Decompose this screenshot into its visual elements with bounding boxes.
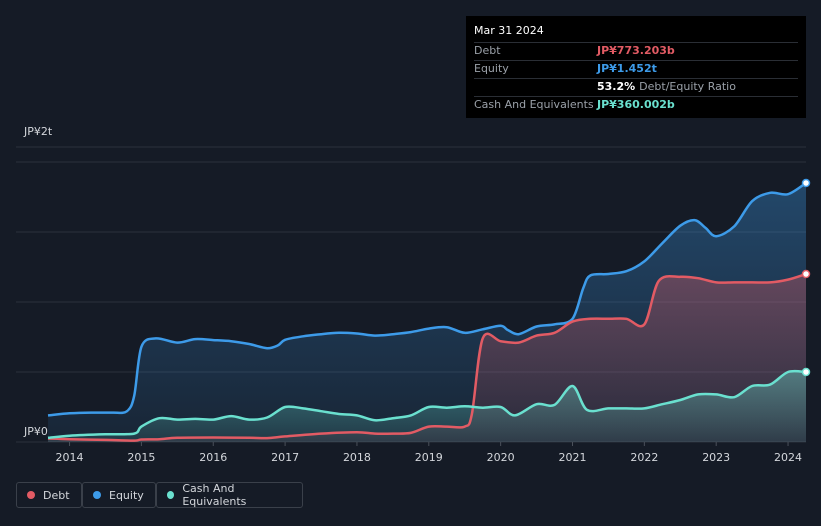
equity-dot-icon <box>93 491 101 499</box>
tooltip-ratio-label <box>474 79 597 96</box>
y-tick-label: JP¥2t <box>23 125 53 138</box>
tooltip-debt-value: JP¥773.203b <box>597 44 675 57</box>
x-tick-label: 2018 <box>343 451 371 464</box>
tooltip-ratio-suffix: Debt/Equity Ratio <box>639 80 736 93</box>
equity-line <box>47 181 807 417</box>
equity-end-marker <box>801 178 811 188</box>
tooltip-row-cash: Cash And Equivalents JP¥360.002b <box>474 96 798 114</box>
x-tick-label: 2015 <box>127 451 155 464</box>
legend-item-equity[interactable]: Equity <box>82 482 156 508</box>
tooltip-cash-label: Cash And Equivalents <box>474 98 594 111</box>
debt-end-marker <box>801 269 811 279</box>
chart-lines <box>47 181 807 442</box>
debt-dot-icon <box>27 491 35 499</box>
tooltip-cash-value: JP¥360.002b <box>597 98 675 111</box>
legend-debt-label: Debt <box>43 488 70 502</box>
cash-and-equivalents-line <box>47 369 807 440</box>
chart-end-markers <box>801 178 811 377</box>
x-tick-label: 2024 <box>774 451 802 464</box>
x-tick-label: 2023 <box>702 451 730 464</box>
tooltip-row-ratio: 53.2% Debt/Equity Ratio <box>474 78 798 96</box>
cash-and-equivalents-end-marker <box>801 367 811 377</box>
legend-item-cash[interactable]: Cash And Equivalents <box>156 482 303 508</box>
y-tick-label: JP¥0 <box>23 425 48 438</box>
x-tick-label: 2014 <box>56 451 84 464</box>
tooltip-ratio-value: 53.2% <box>597 80 636 93</box>
legend-equity-label: Equity <box>109 488 144 502</box>
legend-cash-label: Cash And Equivalents <box>182 482 247 508</box>
tooltip-equity-value: JP¥1.452t <box>597 62 657 75</box>
data-tooltip: Mar 31 2024 Debt JP¥773.203b Equity JP¥1… <box>466 16 806 118</box>
x-tick-label: 2021 <box>558 451 586 464</box>
x-axis-labels: 2014 2015 2016 2017 2018 2019 2020 2021 2022 2023… <box>56 442 802 464</box>
cash-and-equivalents-area <box>48 371 806 442</box>
chart-legend: Debt Equity Cash And Equivalents <box>16 482 303 510</box>
x-tick-label: 2019 <box>415 451 443 464</box>
y-axis-labels: JP¥2t JP¥0 <box>23 125 53 438</box>
chart-areas <box>48 183 806 442</box>
tooltip-row-debt: Debt JP¥773.203b <box>474 42 798 60</box>
tooltip-row-equity: Equity JP¥1.452t <box>474 60 798 78</box>
tooltip-date: Mar 31 2024 <box>474 24 544 37</box>
x-tick-label: 2017 <box>271 451 299 464</box>
debt-area <box>48 274 806 442</box>
x-tick-label: 2020 <box>487 451 515 464</box>
tooltip-equity-label: Equity <box>474 62 509 75</box>
x-tick-label: 2016 <box>199 451 227 464</box>
tooltip-debt-label: Debt <box>474 44 501 57</box>
debt-line <box>47 272 807 442</box>
legend-item-debt[interactable]: Debt <box>16 482 82 508</box>
x-tick-label: 2022 <box>630 451 658 464</box>
cash-dot-icon <box>167 491 175 499</box>
